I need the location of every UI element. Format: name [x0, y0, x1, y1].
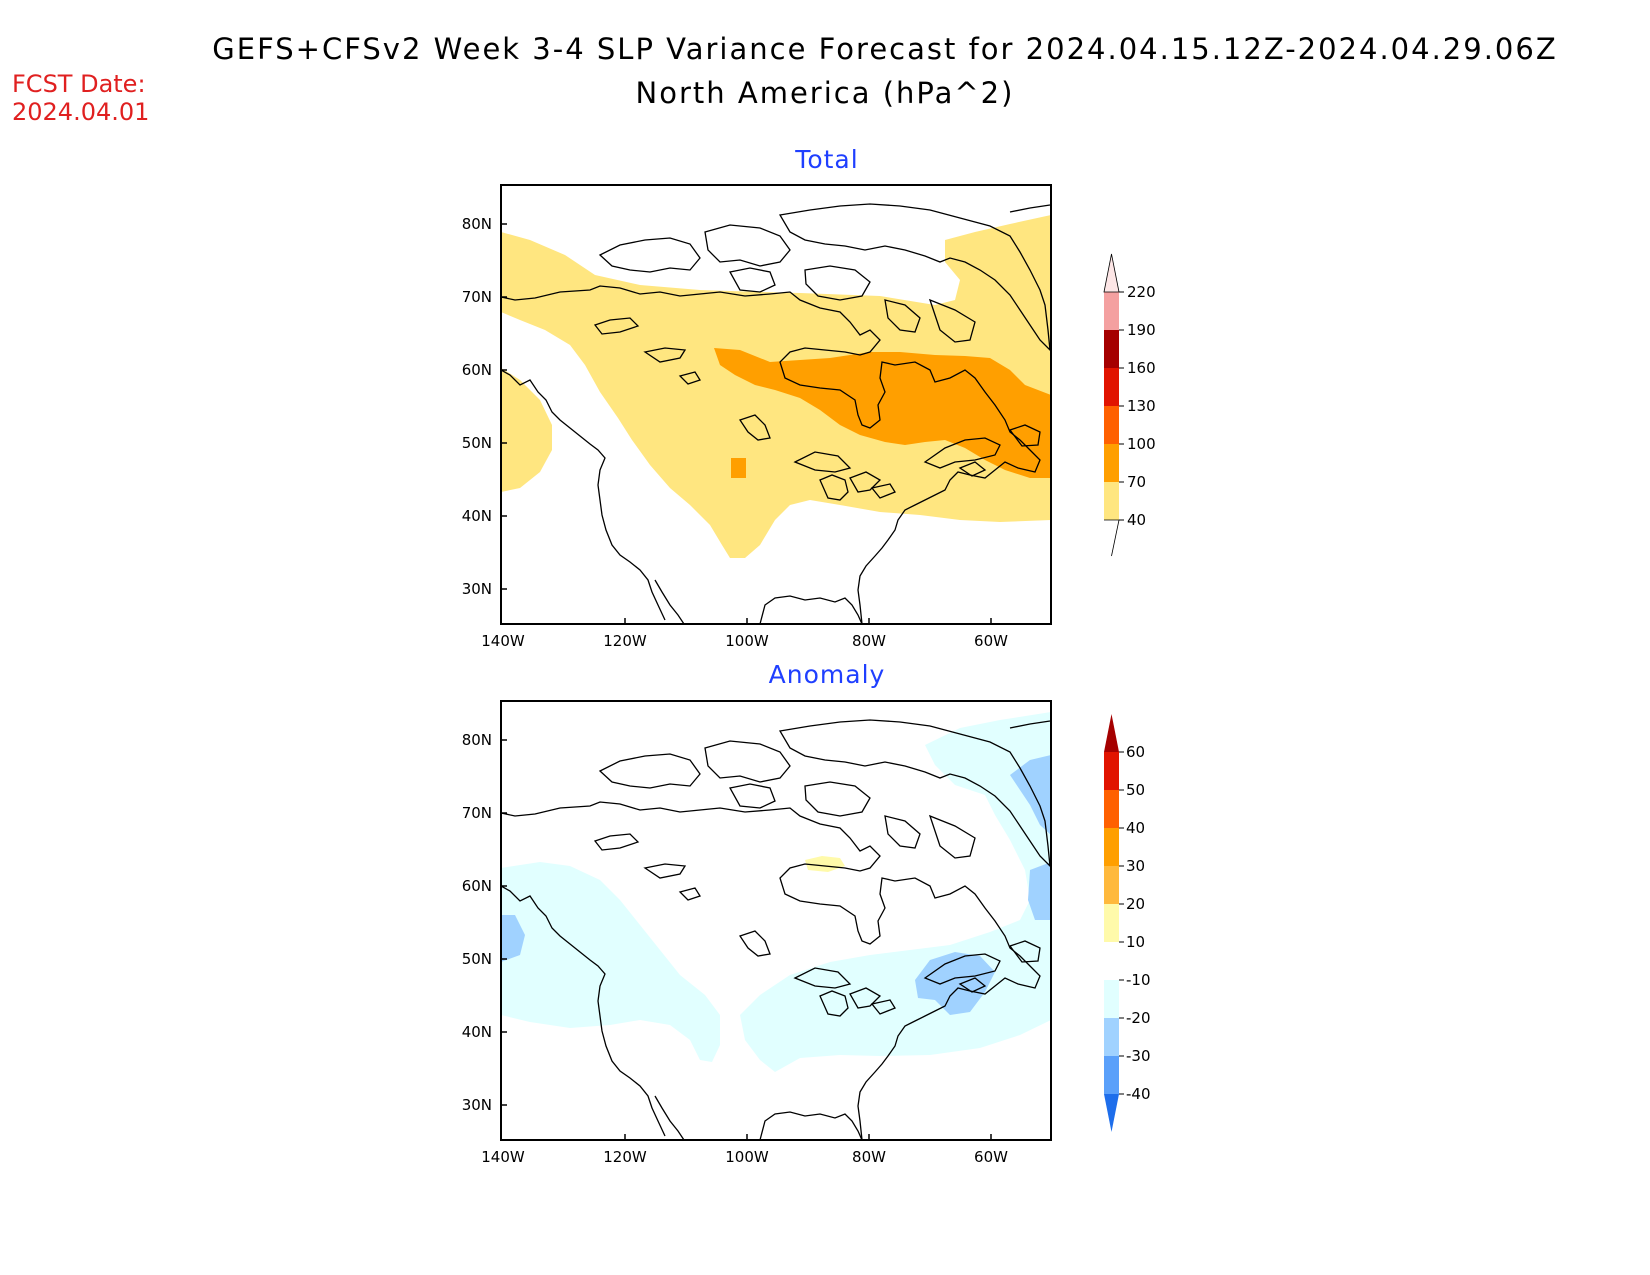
colorbar-label: 70 [1127, 473, 1146, 491]
lon-label: 100W [725, 1148, 769, 1166]
lat-label: 80N [462, 215, 492, 233]
colorbar-label: 20 [1126, 895, 1145, 913]
lat-label: 30N [462, 580, 492, 598]
lat-label: 70N [462, 288, 492, 306]
total-panel-title: Total [795, 145, 859, 174]
colorbar-label: 160 [1127, 359, 1156, 377]
title-line-1: GEFS+CFSv2 Week 3-4 SLP Variance Forecas… [212, 32, 1558, 66]
colorbar-label: 190 [1127, 321, 1156, 339]
colorbar-label: 40 [1126, 819, 1145, 837]
lon-label: 140W [481, 632, 525, 650]
anomaly-colorbar: 60 50 40 30 20 10 -10 -20 -30 -40 [1104, 714, 1151, 1132]
lon-label: 80W [852, 1148, 886, 1166]
lat-label: 50N [462, 434, 492, 452]
colorbar-label: 220 [1127, 283, 1156, 301]
anomaly-panel-title: Anomaly [768, 660, 886, 689]
colorbar-label: 60 [1126, 743, 1145, 761]
colorbar-box [1104, 292, 1119, 330]
lon-label: 120W [603, 632, 647, 650]
anomaly-lon-labels: 140W 120W 100W 80W 60W [481, 1148, 1008, 1166]
lat-label: 60N [462, 361, 492, 379]
colorbar-box [1104, 866, 1119, 904]
colorbar-box [1104, 790, 1119, 828]
colorbar-label: 130 [1127, 397, 1156, 415]
colorbar-box [1104, 1056, 1119, 1094]
colorbar-box [1104, 406, 1119, 444]
colorbar-label: 50 [1126, 781, 1145, 799]
total-map [501, 185, 1051, 624]
colorbar-label: 10 [1126, 933, 1145, 951]
anomaly-map [501, 701, 1051, 1140]
forecast-date-label: FCST Date: [12, 70, 146, 98]
colorbar-label: 40 [1127, 511, 1146, 529]
colorbar-label: -10 [1126, 971, 1151, 989]
lat-label: 70N [462, 804, 492, 822]
total-lat-ticks [501, 223, 507, 590]
colorbar-arrow-top [1104, 714, 1119, 752]
lat-label: 30N [462, 1096, 492, 1114]
lon-label: 140W [481, 1148, 525, 1166]
lon-label: 100W [725, 632, 769, 650]
colorbar-box [1104, 482, 1119, 520]
lat-label: 50N [462, 950, 492, 968]
colorbar-arrow-bottom [1104, 519, 1120, 557]
colorbar-box [1104, 1018, 1119, 1056]
colorbar-label: 30 [1126, 857, 1145, 875]
colorbar-box [1104, 330, 1119, 368]
lon-label: 60W [974, 1148, 1008, 1166]
lon-label: 60W [974, 632, 1008, 650]
total-map-frame [500, 184, 1052, 625]
total-lon-labels: 140W 120W 100W 80W 60W [481, 632, 1008, 650]
lon-label: 120W [603, 1148, 647, 1166]
colorbar-label: 100 [1127, 435, 1156, 453]
total-lat-labels: 80N 70N 60N 50N 40N 30N [462, 215, 492, 598]
colorbar-box [1104, 368, 1119, 406]
lat-label: 40N [462, 1023, 492, 1041]
total-colorbar: 40 70 100 130 160 190 220 [1103, 253, 1156, 557]
lat-label: 80N [462, 731, 492, 749]
colorbar-box [1104, 828, 1119, 866]
forecast-date-value: 2024.04.01 [12, 98, 150, 126]
lon-label: 80W [852, 632, 886, 650]
colorbar-arrow-top [1103, 253, 1120, 293]
anomaly-lat-labels: 80N 70N 60N 50N 40N 30N [462, 731, 492, 1114]
colorbar-box [1104, 904, 1119, 942]
colorbar-label: -20 [1126, 1009, 1151, 1027]
colorbar-box [1104, 980, 1119, 1018]
colorbar-label: -30 [1126, 1047, 1151, 1065]
anomaly-map-frame [500, 700, 1052, 1141]
colorbar-box [1104, 942, 1119, 980]
colorbar-box [1104, 752, 1119, 790]
colorbar-box [1104, 444, 1119, 482]
lat-label: 60N [462, 877, 492, 895]
title-line-2: North America (hPa^2) [635, 76, 1015, 110]
colorbar-arrow-bottom [1104, 1094, 1119, 1132]
lat-label: 40N [462, 507, 492, 525]
colorbar-label: -40 [1126, 1085, 1151, 1103]
